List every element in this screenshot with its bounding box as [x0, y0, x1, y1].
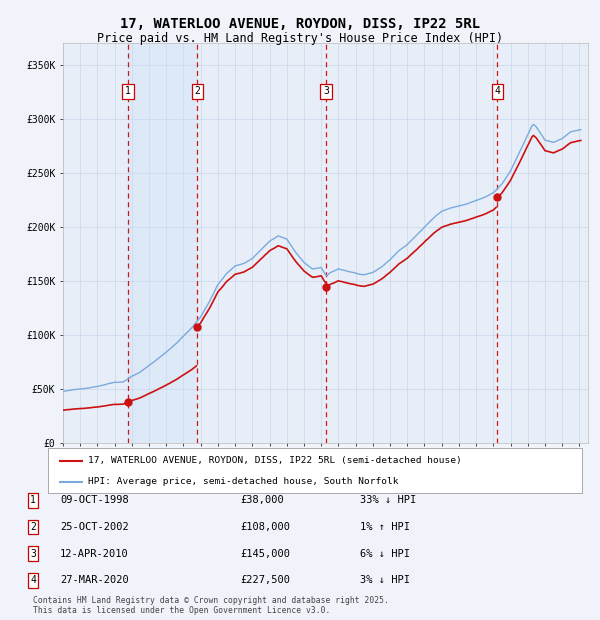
Text: 1: 1 — [125, 86, 131, 96]
Text: 2: 2 — [30, 522, 36, 532]
Text: HPI: Average price, semi-detached house, South Norfolk: HPI: Average price, semi-detached house,… — [88, 477, 398, 486]
Text: 1% ↑ HPI: 1% ↑ HPI — [360, 522, 410, 532]
Text: 27-MAR-2020: 27-MAR-2020 — [60, 575, 129, 585]
Text: 3: 3 — [323, 86, 329, 96]
Text: £108,000: £108,000 — [240, 522, 290, 532]
Text: £145,000: £145,000 — [240, 549, 290, 559]
Text: 4: 4 — [494, 86, 500, 96]
Text: 33% ↓ HPI: 33% ↓ HPI — [360, 495, 416, 505]
Text: 3: 3 — [30, 549, 36, 559]
Text: 6% ↓ HPI: 6% ↓ HPI — [360, 549, 410, 559]
Text: Price paid vs. HM Land Registry's House Price Index (HPI): Price paid vs. HM Land Registry's House … — [97, 32, 503, 45]
Text: 09-OCT-1998: 09-OCT-1998 — [60, 495, 129, 505]
Text: £38,000: £38,000 — [240, 495, 284, 505]
Text: 25-OCT-2002: 25-OCT-2002 — [60, 522, 129, 532]
Text: 17, WATERLOO AVENUE, ROYDON, DISS, IP22 5RL (semi-detached house): 17, WATERLOO AVENUE, ROYDON, DISS, IP22 … — [88, 456, 462, 465]
Text: 2: 2 — [194, 86, 200, 96]
Bar — [128, 43, 197, 443]
Text: Contains HM Land Registry data © Crown copyright and database right 2025.
This d: Contains HM Land Registry data © Crown c… — [33, 596, 389, 615]
Text: 1: 1 — [30, 495, 36, 505]
Text: 12-APR-2010: 12-APR-2010 — [60, 549, 129, 559]
Text: 3% ↓ HPI: 3% ↓ HPI — [360, 575, 410, 585]
Text: £227,500: £227,500 — [240, 575, 290, 585]
Text: 4: 4 — [30, 575, 36, 585]
Text: 17, WATERLOO AVENUE, ROYDON, DISS, IP22 5RL: 17, WATERLOO AVENUE, ROYDON, DISS, IP22 … — [120, 17, 480, 32]
